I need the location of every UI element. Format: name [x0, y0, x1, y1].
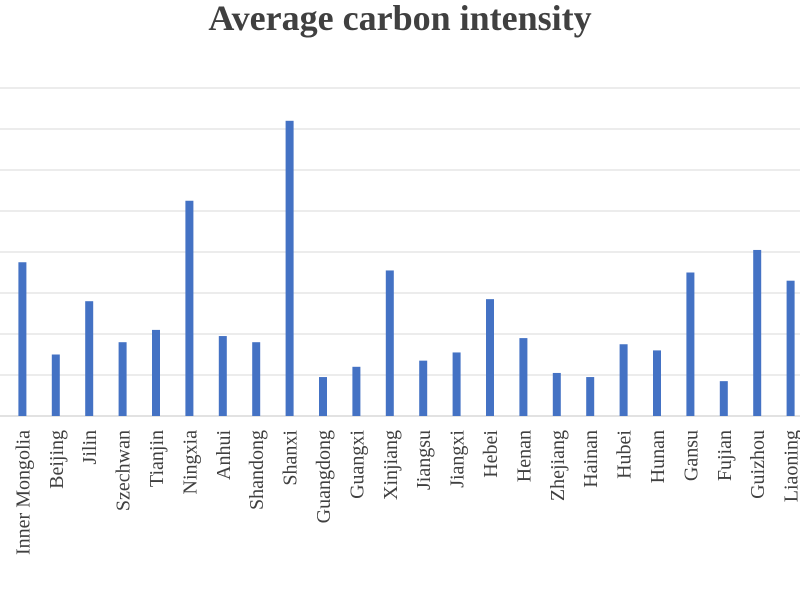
- bar-szechwan: [118, 342, 127, 416]
- bar-gansu: [686, 272, 695, 416]
- bar-jiangxi: [452, 352, 461, 416]
- bar-henan: [519, 338, 528, 416]
- bar-jilin: [85, 301, 94, 416]
- bar-ningxia: [185, 200, 194, 416]
- bar-fujian: [719, 381, 728, 416]
- x-tick-label: Hubei: [614, 430, 636, 479]
- x-tick-label: Fujian: [714, 430, 736, 481]
- x-tick-label: Yunnan: [0, 430, 1, 491]
- x-tick-label: Jiangxi: [447, 430, 469, 488]
- bar-hunan: [653, 350, 661, 416]
- bar-liaoning: [786, 280, 795, 416]
- x-axis-labels: Yunnan Inner Mongolia Beijing Jilin Szechwan…: [0, 430, 800, 555]
- x-tick-label: Hainan: [580, 430, 602, 488]
- x-tick-label: Tianjin: [146, 430, 168, 487]
- x-tick-label: Jilin: [79, 430, 101, 464]
- bar-guangdong: [319, 377, 327, 416]
- chart-title: Average carbon intensity: [208, 0, 592, 38]
- bar-hebei: [486, 299, 494, 416]
- bar-zhejiang: [552, 372, 561, 416]
- bars: [18, 120, 795, 417]
- x-tick-label: Henan: [513, 430, 535, 482]
- x-tick-label: Guizhou: [747, 430, 769, 499]
- bar-hainan: [586, 377, 595, 416]
- bar-tianjin: [152, 329, 160, 416]
- x-tick-label: Guangxi: [346, 430, 368, 499]
- bar-beijing: [51, 354, 60, 416]
- bar-guizhou: [753, 249, 762, 416]
- x-tick-label: Ningxia: [179, 430, 201, 495]
- bar-inner-mongolia: [18, 262, 27, 416]
- gridlines: [0, 87, 800, 417]
- bar-anhui: [218, 336, 227, 416]
- bar-guangxi: [352, 366, 361, 416]
- x-tick-label: Shanxi: [280, 430, 302, 486]
- x-tick-label: Xinjiang: [380, 430, 402, 500]
- bar-shanxi: [285, 120, 294, 417]
- x-tick-label: Shandong: [246, 430, 268, 510]
- x-tick-label: Jiangsu: [413, 430, 435, 490]
- bar-shandong: [252, 342, 261, 416]
- x-tick-label: Beijing: [46, 430, 68, 489]
- x-tick-label: Hunan: [647, 430, 669, 483]
- x-tick-label: Anhui: [213, 430, 235, 480]
- bar-hubei: [619, 344, 628, 416]
- x-tick-label: Zhejiang: [547, 430, 569, 501]
- x-tick-label: Hebei: [480, 430, 502, 478]
- bar-jiangsu: [419, 360, 428, 416]
- bar-xinjiang: [385, 270, 394, 416]
- x-tick-label: Liaoning: [781, 430, 800, 502]
- x-tick-label: Guangdong: [313, 430, 335, 523]
- x-tick-label: Szechwan: [113, 430, 135, 511]
- x-tick-label: Gansu: [680, 430, 702, 481]
- x-tick-label: Inner Mongolia: [12, 430, 34, 555]
